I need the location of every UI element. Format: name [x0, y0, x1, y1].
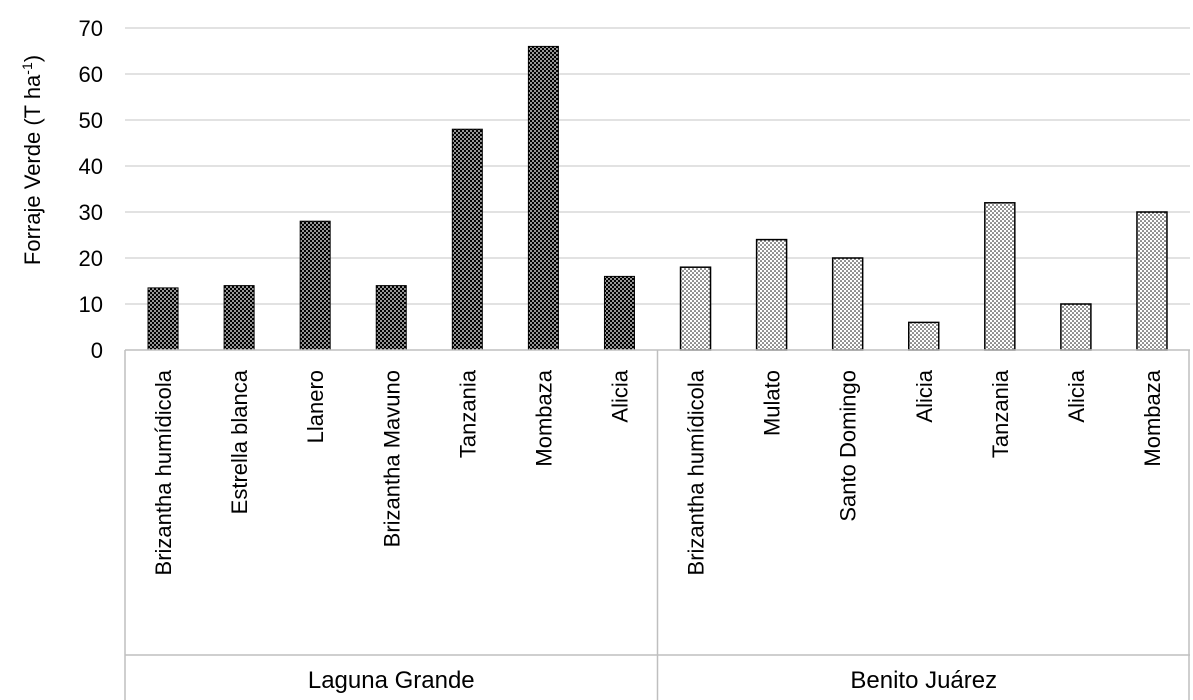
- labels: 0 10 20 30 40 50 60 70 Brizantha humídicola Estre…: [79, 16, 1165, 694]
- y-axis-title: Forraje Verde (T ha-1): [19, 55, 45, 265]
- y-tick-label: 30: [79, 200, 103, 225]
- x-tick-label: Brizantha Mavuno: [379, 370, 404, 547]
- bar-alicia: [603, 275, 635, 351]
- gridlines: [125, 27, 1190, 305]
- bar-estrella-blanca: [223, 285, 255, 351]
- x-tick-label: Alicia: [607, 369, 632, 422]
- y-tick-label: 20: [79, 246, 103, 271]
- x-tick-label: Tanzania: [988, 369, 1013, 458]
- x-tick-label: Alicia: [1064, 369, 1089, 422]
- x-tick-label: Llanero: [303, 370, 328, 443]
- y-axis-title-superscript: -1: [19, 62, 35, 75]
- bar-brizantha-hum-dicola: [679, 266, 712, 351]
- x-tick-label: Santo Domingo: [836, 370, 861, 522]
- bar-llanero: [299, 220, 331, 351]
- bar-mombaza: [1136, 211, 1168, 351]
- bar-mulato: [755, 238, 788, 351]
- bar-mombaza: [527, 45, 559, 351]
- y-tick-label: 60: [79, 62, 103, 87]
- axes: [124, 349, 1190, 700]
- y-tick-label: 10: [79, 292, 103, 317]
- y-tick-label: 70: [79, 16, 103, 41]
- bar-tanzania: [984, 202, 1016, 351]
- x-tick-label: Brizantha humídicola: [684, 369, 709, 575]
- x-tick-label: Tanzania: [455, 369, 480, 458]
- x-tick-label: Alicia: [912, 369, 937, 422]
- bar-santo-domingo: [831, 257, 864, 351]
- group-label: Laguna Grande: [308, 667, 475, 694]
- y-axis-title-end: ): [20, 55, 45, 62]
- x-tick-label: Mombaza: [531, 369, 556, 466]
- bar-brizantha-mavuno: [375, 285, 407, 351]
- bar-brizantha-hum-dicola: [147, 287, 179, 351]
- x-tick-label: Brizantha humídicola: [151, 369, 176, 575]
- x-tick-label: Estrella blanca: [227, 369, 252, 514]
- bar-tanzania: [451, 128, 483, 351]
- y-tick-label: 40: [79, 154, 103, 179]
- x-tick-label: Mulato: [760, 370, 785, 436]
- bars: [147, 45, 1168, 351]
- bar-alicia: [1060, 303, 1092, 351]
- group-label: Benito Juárez: [850, 667, 997, 694]
- y-tick-label: 50: [79, 108, 103, 133]
- x-tick-label: Mombaza: [1140, 369, 1165, 466]
- y-tick-label: 0: [91, 338, 103, 363]
- bar-alicia: [908, 321, 940, 351]
